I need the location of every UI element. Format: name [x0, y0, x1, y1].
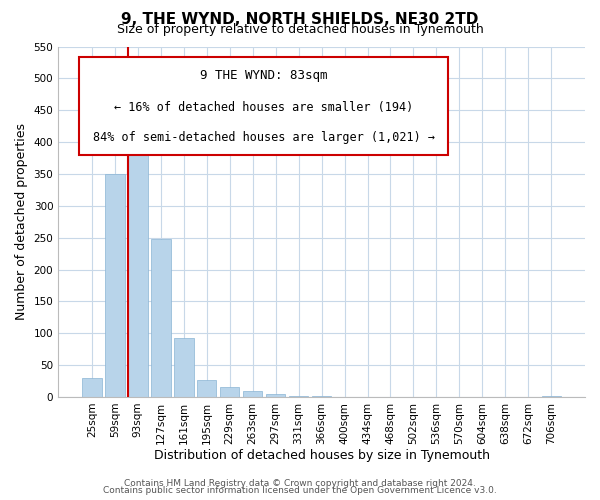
Bar	[220, 388, 239, 397]
Text: 9 THE WYND: 83sqm: 9 THE WYND: 83sqm	[200, 70, 328, 82]
Bar	[542, 396, 561, 397]
Text: 9, THE WYND, NORTH SHIELDS, NE30 2TD: 9, THE WYND, NORTH SHIELDS, NE30 2TD	[121, 12, 479, 28]
Bar	[243, 390, 262, 397]
Bar	[151, 239, 170, 397]
Bar	[79, 57, 448, 155]
Text: 84% of semi-detached houses are larger (1,021) →: 84% of semi-detached houses are larger (…	[92, 130, 434, 143]
Bar	[312, 396, 331, 397]
Bar	[174, 338, 194, 397]
Bar	[128, 114, 148, 397]
Bar	[197, 380, 217, 397]
Text: Contains HM Land Registry data © Crown copyright and database right 2024.: Contains HM Land Registry data © Crown c…	[124, 478, 476, 488]
Bar	[289, 396, 308, 397]
Y-axis label: Number of detached properties: Number of detached properties	[15, 123, 28, 320]
Text: ← 16% of detached houses are smaller (194): ← 16% of detached houses are smaller (19…	[114, 101, 413, 114]
Bar	[105, 174, 125, 397]
Bar	[266, 394, 286, 397]
X-axis label: Distribution of detached houses by size in Tynemouth: Distribution of detached houses by size …	[154, 450, 490, 462]
Bar	[82, 378, 101, 397]
Text: Contains public sector information licensed under the Open Government Licence v3: Contains public sector information licen…	[103, 486, 497, 495]
Text: Size of property relative to detached houses in Tynemouth: Size of property relative to detached ho…	[116, 22, 484, 36]
